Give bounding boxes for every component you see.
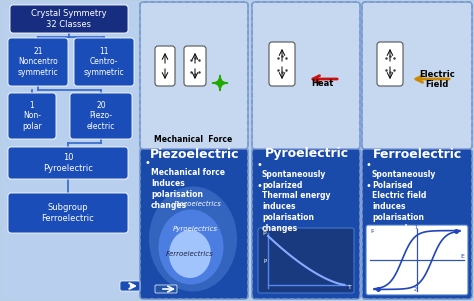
FancyBboxPatch shape — [74, 38, 134, 86]
Text: P: P — [370, 229, 374, 234]
Text: Spontaneously
Polarised: Spontaneously Polarised — [372, 170, 437, 190]
FancyBboxPatch shape — [70, 93, 132, 139]
Text: Subgroup
Ferroelectric: Subgroup Ferroelectric — [42, 203, 94, 223]
FancyBboxPatch shape — [362, 149, 472, 299]
Text: P: P — [262, 231, 265, 236]
Text: Pyroelectric: Pyroelectric — [265, 147, 349, 160]
FancyBboxPatch shape — [2, 2, 138, 299]
Text: 2: 2 — [414, 287, 417, 292]
FancyBboxPatch shape — [120, 281, 140, 291]
FancyBboxPatch shape — [269, 42, 295, 86]
Text: Heat: Heat — [311, 79, 333, 88]
Text: Ferroelectric: Ferroelectric — [374, 147, 463, 160]
FancyBboxPatch shape — [258, 228, 354, 293]
FancyBboxPatch shape — [366, 225, 468, 295]
Text: Mechanical force
Induces
polarisation
changes: Mechanical force Induces polarisation ch… — [151, 168, 225, 210]
FancyBboxPatch shape — [184, 46, 206, 86]
FancyBboxPatch shape — [362, 2, 472, 149]
Ellipse shape — [149, 187, 237, 291]
Text: •: • — [256, 160, 262, 170]
Text: •: • — [256, 181, 262, 191]
Text: Electric
Field: Electric Field — [419, 70, 455, 89]
Text: •: • — [366, 160, 372, 170]
Text: Crystal Symmetry
32 Classes: Crystal Symmetry 32 Classes — [31, 9, 107, 29]
Text: Spontaneously
polarized: Spontaneously polarized — [262, 170, 327, 190]
FancyBboxPatch shape — [252, 149, 360, 299]
Text: Thermal energy
induces
polarisation
changes: Thermal energy induces polarisation chan… — [262, 191, 330, 233]
Text: 1
Non-
polar: 1 Non- polar — [22, 101, 42, 131]
Text: Electric field
induces
polarisation
reversal: Electric field induces polarisation reve… — [372, 191, 427, 233]
Text: 20
Piezo-
electric: 20 Piezo- electric — [87, 101, 115, 131]
Text: E: E — [460, 254, 464, 259]
FancyBboxPatch shape — [155, 285, 177, 293]
Text: Pyroelectrics: Pyroelectrics — [173, 226, 218, 232]
FancyBboxPatch shape — [252, 2, 360, 149]
Text: Piezoelectric: Piezoelectric — [150, 147, 240, 160]
FancyBboxPatch shape — [8, 193, 128, 233]
Text: 1: 1 — [414, 225, 417, 230]
FancyBboxPatch shape — [140, 2, 248, 149]
FancyBboxPatch shape — [377, 42, 403, 86]
Text: P: P — [264, 259, 267, 264]
Text: Piezoelectrics: Piezoelectrics — [174, 201, 222, 207]
FancyBboxPatch shape — [140, 149, 248, 299]
FancyBboxPatch shape — [8, 38, 68, 86]
Ellipse shape — [158, 209, 224, 284]
Text: •: • — [366, 181, 372, 191]
FancyBboxPatch shape — [155, 46, 175, 86]
Text: Ferroelectrics: Ferroelectrics — [166, 251, 214, 257]
Text: 21
Noncentro
symmetric: 21 Noncentro symmetric — [18, 47, 58, 77]
Text: •: • — [145, 158, 151, 168]
Text: Mechanical  Force: Mechanical Force — [154, 135, 232, 144]
Text: 11
Centro-
symmetric: 11 Centro- symmetric — [84, 47, 124, 77]
FancyBboxPatch shape — [8, 147, 128, 179]
FancyBboxPatch shape — [10, 5, 128, 33]
Text: T: T — [348, 285, 352, 290]
Ellipse shape — [169, 230, 211, 278]
FancyBboxPatch shape — [8, 93, 56, 139]
Text: 10
Pyroelectric: 10 Pyroelectric — [43, 153, 93, 173]
